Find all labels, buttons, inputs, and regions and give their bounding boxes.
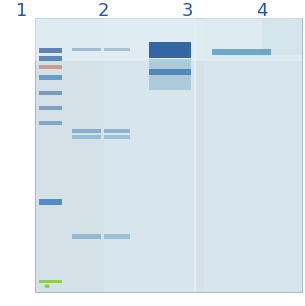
Bar: [72, 135, 101, 139]
Bar: [39, 121, 62, 125]
Bar: [194, 18, 196, 292]
Bar: [39, 74, 62, 80]
Bar: [39, 56, 62, 61]
Ellipse shape: [44, 284, 50, 288]
Bar: [72, 48, 101, 51]
Bar: [149, 69, 191, 74]
Bar: [35, 18, 302, 61]
Bar: [204, 18, 302, 292]
Text: 2: 2: [98, 2, 109, 20]
Bar: [35, 18, 302, 292]
Bar: [149, 42, 191, 58]
Bar: [212, 49, 271, 55]
Bar: [104, 48, 130, 51]
Text: 4: 4: [257, 2, 268, 20]
Bar: [72, 129, 101, 133]
Text: 1: 1: [16, 2, 28, 20]
Bar: [39, 106, 62, 110]
Bar: [39, 65, 62, 69]
Bar: [104, 234, 130, 239]
Bar: [39, 91, 62, 95]
Bar: [104, 129, 130, 133]
Text: 3: 3: [182, 2, 193, 20]
Bar: [72, 234, 101, 239]
Bar: [149, 59, 191, 90]
Bar: [39, 48, 62, 53]
Bar: [39, 199, 62, 205]
Bar: [104, 135, 130, 139]
Bar: [104, 18, 195, 292]
Bar: [262, 18, 302, 55]
Bar: [39, 281, 62, 283]
